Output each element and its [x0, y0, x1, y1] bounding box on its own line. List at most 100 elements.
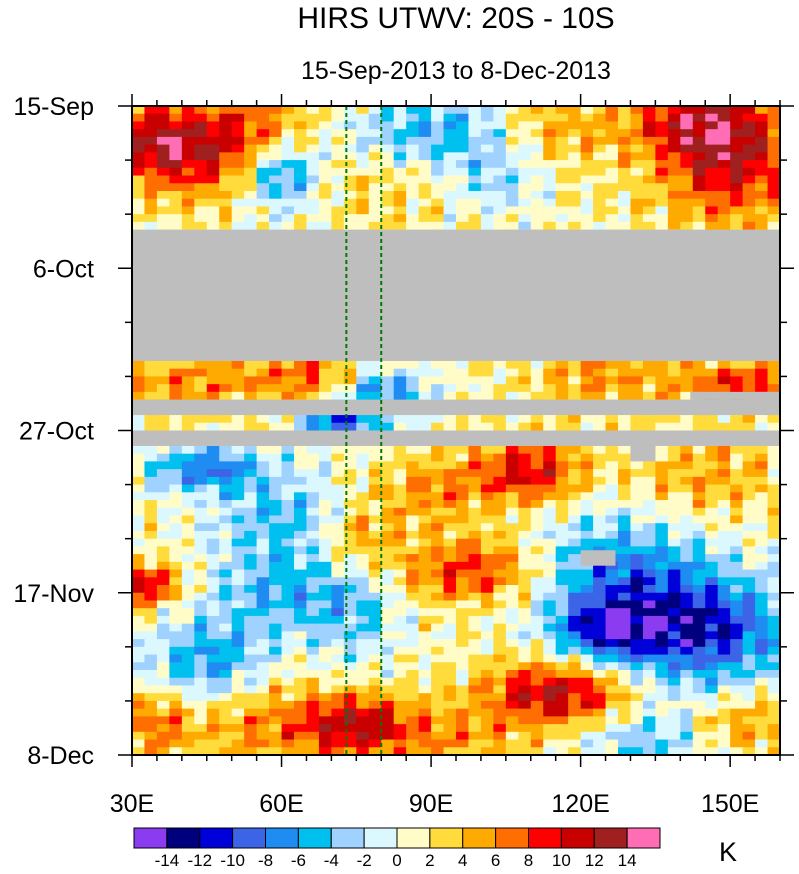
- heatmap-cell: [343, 445, 357, 455]
- heatmap-cell: [169, 469, 183, 478]
- heatmap-cell: [169, 569, 183, 578]
- heatmap-cell: [543, 221, 557, 231]
- heatmap-cell: [144, 214, 158, 223]
- heatmap-cell: [705, 592, 719, 602]
- heatmap-cell: [306, 376, 320, 385]
- heatmap-cell: [655, 623, 669, 632]
- heatmap-cell: [642, 500, 656, 509]
- heatmap-cell: [705, 654, 719, 663]
- heatmap-cell: [767, 445, 780, 455]
- heatmap-cell: [593, 654, 607, 663]
- heatmap-cell: [518, 113, 532, 123]
- heatmap-cell: [169, 530, 183, 540]
- heatmap-cell: [368, 136, 382, 146]
- heatmap-cell: [543, 376, 557, 385]
- heatmap-cell: [468, 639, 482, 648]
- heatmap-cell: [256, 654, 270, 663]
- heatmap-cell: [318, 600, 332, 609]
- heatmap-cell: [331, 708, 345, 717]
- heatmap-cell: [705, 662, 719, 671]
- heatmap-cell: [368, 585, 382, 594]
- heatmap-cell: [219, 585, 233, 594]
- heatmap-cell: [294, 175, 308, 184]
- heatmap-cell: [642, 515, 656, 524]
- heatmap-cell: [431, 144, 445, 153]
- heatmap-cell: [755, 546, 769, 555]
- heatmap-cell: [418, 469, 432, 478]
- heatmap-cell: [132, 731, 146, 741]
- heatmap-cell: [219, 121, 233, 130]
- heatmap-cell: [194, 469, 208, 478]
- heatmap-cell: [705, 136, 719, 146]
- heatmap-cell: [219, 716, 233, 725]
- heatmap-cell: [318, 708, 332, 717]
- heatmap-cell: [306, 523, 320, 532]
- heatmap-cell: [630, 360, 644, 370]
- heatmap-cell: [680, 469, 694, 478]
- heatmap-cell: [717, 693, 731, 702]
- heatmap-cell: [493, 670, 507, 679]
- heatmap-cell: [306, 183, 320, 192]
- heatmap-cell: [406, 152, 420, 161]
- heatmap-cell: [580, 391, 594, 401]
- heatmap-cell: [755, 453, 769, 463]
- heatmap-cell: [194, 569, 208, 578]
- heatmap-cell: [505, 631, 519, 640]
- heatmap-cell: [767, 515, 780, 524]
- heatmap-cell: [356, 662, 370, 671]
- heatmap-cell: [456, 190, 470, 200]
- heatmap-cell: [618, 160, 632, 169]
- heatmap-cell: [181, 476, 195, 486]
- heatmap-cell: [667, 670, 681, 679]
- heatmap-cell: [568, 121, 582, 130]
- heatmap-cell: [468, 492, 482, 501]
- heatmap-cell: [343, 422, 357, 432]
- heatmap-cell: [505, 476, 519, 486]
- heatmap-cell: [231, 561, 245, 571]
- heatmap-cell: [244, 646, 258, 656]
- heatmap-cell: [518, 484, 532, 493]
- heatmap-cell: [281, 113, 295, 123]
- heatmap-cell: [194, 561, 208, 571]
- heatmap-cell: [306, 639, 320, 648]
- heatmap-cell: [194, 106, 208, 115]
- heatmap-cell: [543, 206, 557, 215]
- heatmap-cell: [269, 144, 283, 153]
- heatmap-cell: [680, 600, 694, 609]
- heatmap-cell: [456, 600, 470, 609]
- heatmap-cell: [593, 422, 607, 432]
- heatmap-cell: [306, 384, 320, 393]
- heatmap-cell: [518, 546, 532, 555]
- heatmap-cell: [318, 190, 332, 200]
- heatmap-cell: [705, 415, 719, 424]
- heatmap-cell: [493, 724, 507, 733]
- heatmap-cell: [281, 206, 295, 215]
- heatmap-cell: [730, 646, 744, 656]
- heatmap-cell: [555, 113, 569, 123]
- heatmap-cell: [144, 585, 158, 594]
- heatmap-cell: [667, 677, 681, 687]
- heatmap-cell: [642, 747, 656, 755]
- heatmap-cell: [730, 623, 744, 632]
- heatmap-cell: [480, 129, 494, 138]
- heatmap-cell: [443, 685, 457, 694]
- heatmap-cell: [418, 592, 432, 602]
- heatmap-cell: [593, 731, 607, 741]
- heatmap-cell: [269, 569, 283, 578]
- heatmap-cell: [244, 160, 258, 169]
- heatmap-cell: [181, 214, 195, 223]
- heatmap-cell: [443, 152, 457, 161]
- heatmap-cell: [443, 160, 457, 169]
- heatmap-cell: [530, 160, 544, 169]
- heatmap-cell: [294, 106, 308, 115]
- heatmap-cell: [742, 546, 756, 555]
- heatmap-cell: [543, 685, 557, 694]
- heatmap-cell: [256, 129, 270, 138]
- heatmap-cell: [381, 422, 395, 432]
- heatmap-cell: [431, 561, 445, 571]
- heatmap-cell: [269, 415, 283, 424]
- heatmap-cell: [655, 136, 669, 146]
- heatmap-cell: [680, 700, 694, 710]
- missing-data-band: [132, 229, 780, 361]
